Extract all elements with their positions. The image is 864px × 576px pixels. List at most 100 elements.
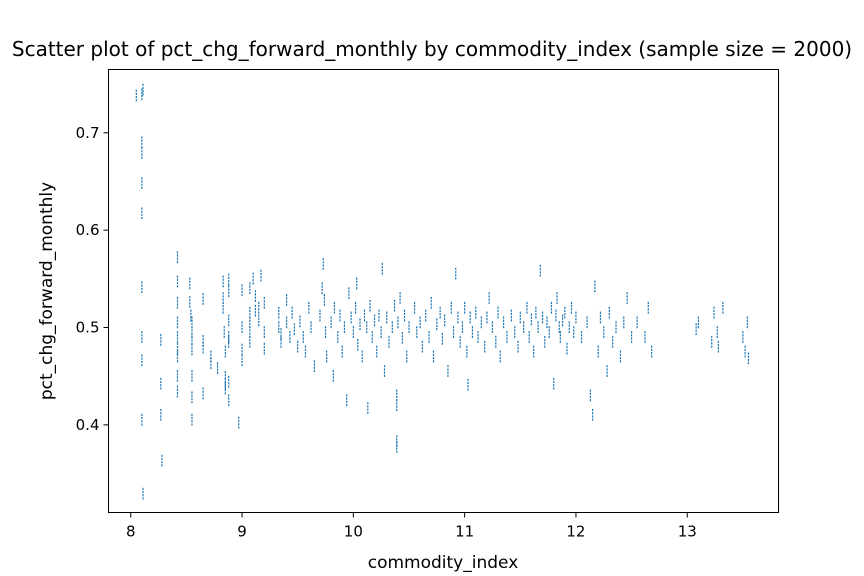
data-point [575, 314, 577, 317]
data-point [222, 281, 224, 285]
data-point [223, 329, 225, 332]
data-point [477, 331, 479, 334]
data-point [359, 318, 361, 321]
data-point [191, 322, 193, 326]
data-point [419, 316, 421, 319]
data-point [636, 326, 638, 329]
data-point [455, 270, 457, 274]
data-point [361, 353, 363, 356]
data-point [332, 376, 334, 379]
data-point [523, 330, 525, 334]
data-point [541, 314, 544, 317]
data-point [224, 355, 226, 358]
data-point [747, 362, 750, 365]
data-point [471, 329, 474, 332]
data-point [606, 368, 608, 371]
data-point [291, 306, 293, 309]
data-point [321, 288, 323, 291]
data-point [548, 332, 550, 335]
y-tick-label: 0.7 [76, 124, 100, 142]
data-point [322, 264, 324, 267]
data-point [359, 327, 361, 331]
data-point [222, 292, 224, 295]
data-point [313, 360, 315, 363]
data-point [722, 305, 724, 308]
data-point [439, 309, 441, 313]
data-point [189, 280, 191, 283]
data-point [160, 343, 162, 346]
data-point [369, 303, 371, 306]
data-point [413, 311, 416, 314]
data-point [278, 330, 280, 334]
data-point [135, 92, 137, 95]
data-point [141, 177, 143, 180]
data-point [366, 324, 368, 327]
data-point [191, 376, 193, 379]
data-point [191, 339, 193, 342]
data-point [241, 350, 243, 353]
data-point [589, 395, 592, 399]
data-point [160, 340, 162, 343]
data-point [302, 334, 304, 337]
data-point [142, 494, 144, 497]
data-point [558, 321, 560, 324]
data-point [594, 290, 596, 293]
data-point [644, 334, 646, 337]
data-point [568, 324, 570, 327]
data-point [523, 324, 525, 327]
data-point [396, 405, 398, 408]
data-point [413, 308, 416, 311]
data-point [285, 316, 288, 319]
data-point [161, 464, 163, 467]
data-point [550, 305, 553, 308]
data-point [535, 306, 537, 309]
data-point [249, 313, 251, 316]
x-tick-label: 10 [344, 523, 363, 541]
data-point [612, 342, 614, 345]
data-point [575, 321, 577, 324]
data-point [746, 316, 748, 319]
data-point [202, 387, 204, 390]
data-point [160, 412, 162, 415]
data-point [280, 339, 282, 342]
data-point [499, 360, 501, 363]
data-point [519, 314, 521, 317]
data-point [249, 309, 251, 313]
data-point [330, 319, 332, 322]
data-point [293, 323, 295, 326]
data-point [461, 327, 464, 330]
data-point [160, 337, 162, 340]
data-point [326, 350, 328, 353]
data-point [589, 389, 592, 392]
data-point [491, 324, 494, 327]
data-point [746, 322, 748, 326]
data-point [278, 306, 280, 309]
data-point [586, 326, 588, 329]
data-point [202, 302, 204, 305]
data-point [254, 311, 257, 314]
data-point [383, 374, 386, 377]
data-point [566, 345, 568, 349]
data-point [160, 380, 162, 384]
data-point [228, 285, 230, 288]
data-point [556, 298, 558, 301]
data-point [141, 213, 143, 216]
data-point [142, 491, 144, 494]
data-point [399, 292, 401, 295]
data-point [361, 350, 363, 353]
data-point [388, 335, 390, 339]
data-point [495, 345, 497, 348]
data-point [228, 382, 230, 385]
data-point [160, 387, 162, 390]
data-point [142, 86, 144, 90]
data-point [539, 271, 541, 274]
data-point [202, 351, 204, 354]
data-point [228, 337, 230, 340]
data-point [378, 319, 380, 322]
data-point [363, 309, 366, 312]
data-point [416, 329, 418, 332]
data-point [561, 324, 564, 327]
data-point [537, 327, 539, 330]
data-point [530, 313, 533, 316]
